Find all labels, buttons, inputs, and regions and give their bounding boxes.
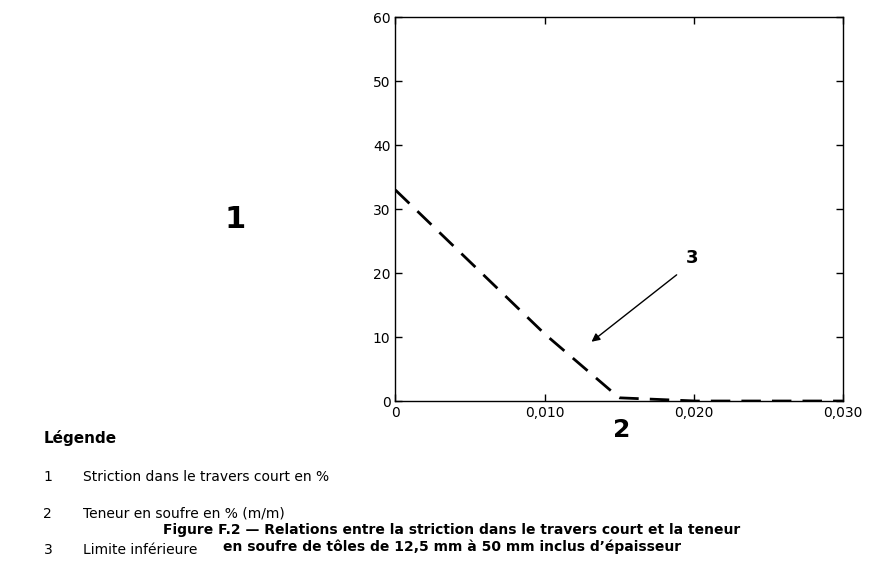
- Text: Légende: Légende: [43, 430, 116, 446]
- Text: Striction dans le travers court en %: Striction dans le travers court en %: [83, 470, 328, 484]
- Text: Teneur en soufre en % (m/m): Teneur en soufre en % (m/m): [83, 507, 284, 520]
- Text: 3: 3: [687, 249, 699, 267]
- Text: en soufre de tôles de 12,5 mm à 50 mm inclus d’épaisseur: en soufre de tôles de 12,5 mm à 50 mm in…: [222, 539, 681, 554]
- Text: Figure F.2 — Relations entre la striction dans le travers court et la teneur: Figure F.2 — Relations entre la strictio…: [163, 523, 740, 537]
- Text: 1: 1: [224, 205, 245, 234]
- Text: Limite inférieure: Limite inférieure: [83, 543, 197, 557]
- Text: 2: 2: [43, 507, 52, 520]
- Text: 3: 3: [43, 543, 52, 557]
- Text: 1: 1: [43, 470, 52, 484]
- Text: 2: 2: [613, 418, 630, 442]
